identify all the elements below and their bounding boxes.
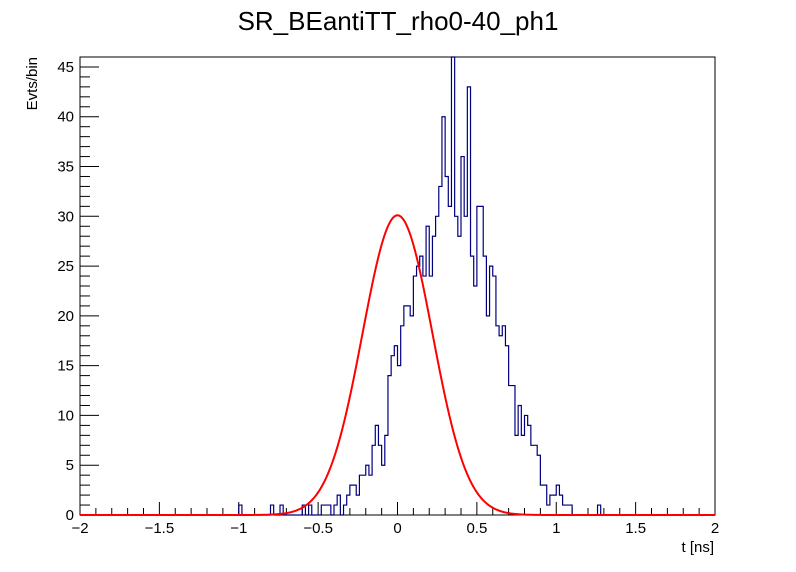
y-tick-label: 10 bbox=[57, 407, 74, 424]
y-tick-label: 45 bbox=[57, 59, 74, 76]
histogram-layer bbox=[80, 56, 712, 516]
y-tick-label: 15 bbox=[57, 358, 74, 375]
plot-frame bbox=[79, 56, 716, 516]
x-tick-label: 1.5 bbox=[625, 520, 646, 537]
chart-title: SR_BEantiTT_rho0-40_ph1 bbox=[238, 6, 559, 36]
y-axis-ticks: 0 5 10 15 20 25 30 35 40 45 bbox=[57, 56, 99, 524]
x-tick-label: −2 bbox=[71, 520, 88, 537]
x-axis-ticks: −2 −1.5 −1 −0.5 0 0.5 1 1.5 2 bbox=[71, 502, 719, 537]
y-tick-label: 20 bbox=[57, 308, 74, 325]
x-tick-label: −1 bbox=[230, 520, 247, 537]
y-tick-label: 35 bbox=[57, 159, 74, 176]
histogram-series bbox=[80, 56, 712, 516]
y-axis-label: Evts/bin bbox=[24, 57, 41, 110]
x-axis-label: t [ns] bbox=[681, 539, 714, 556]
y-tick-label: 30 bbox=[57, 208, 74, 225]
x-tick-label: −1.5 bbox=[145, 520, 175, 537]
gaussian-fit-curve bbox=[80, 214, 715, 516]
x-tick-label: 0.5 bbox=[466, 520, 487, 537]
x-tick-label: 0 bbox=[393, 520, 401, 537]
y-tick-label: 0 bbox=[66, 507, 74, 524]
y-tick-label: 5 bbox=[66, 457, 74, 474]
fit-layer bbox=[80, 214, 715, 516]
y-tick-label: 40 bbox=[57, 109, 74, 126]
x-tick-label: 1 bbox=[552, 520, 560, 537]
x-tick-label: −0.5 bbox=[303, 520, 333, 537]
y-tick-label: 25 bbox=[57, 258, 74, 275]
x-tick-label: 2 bbox=[711, 520, 719, 537]
